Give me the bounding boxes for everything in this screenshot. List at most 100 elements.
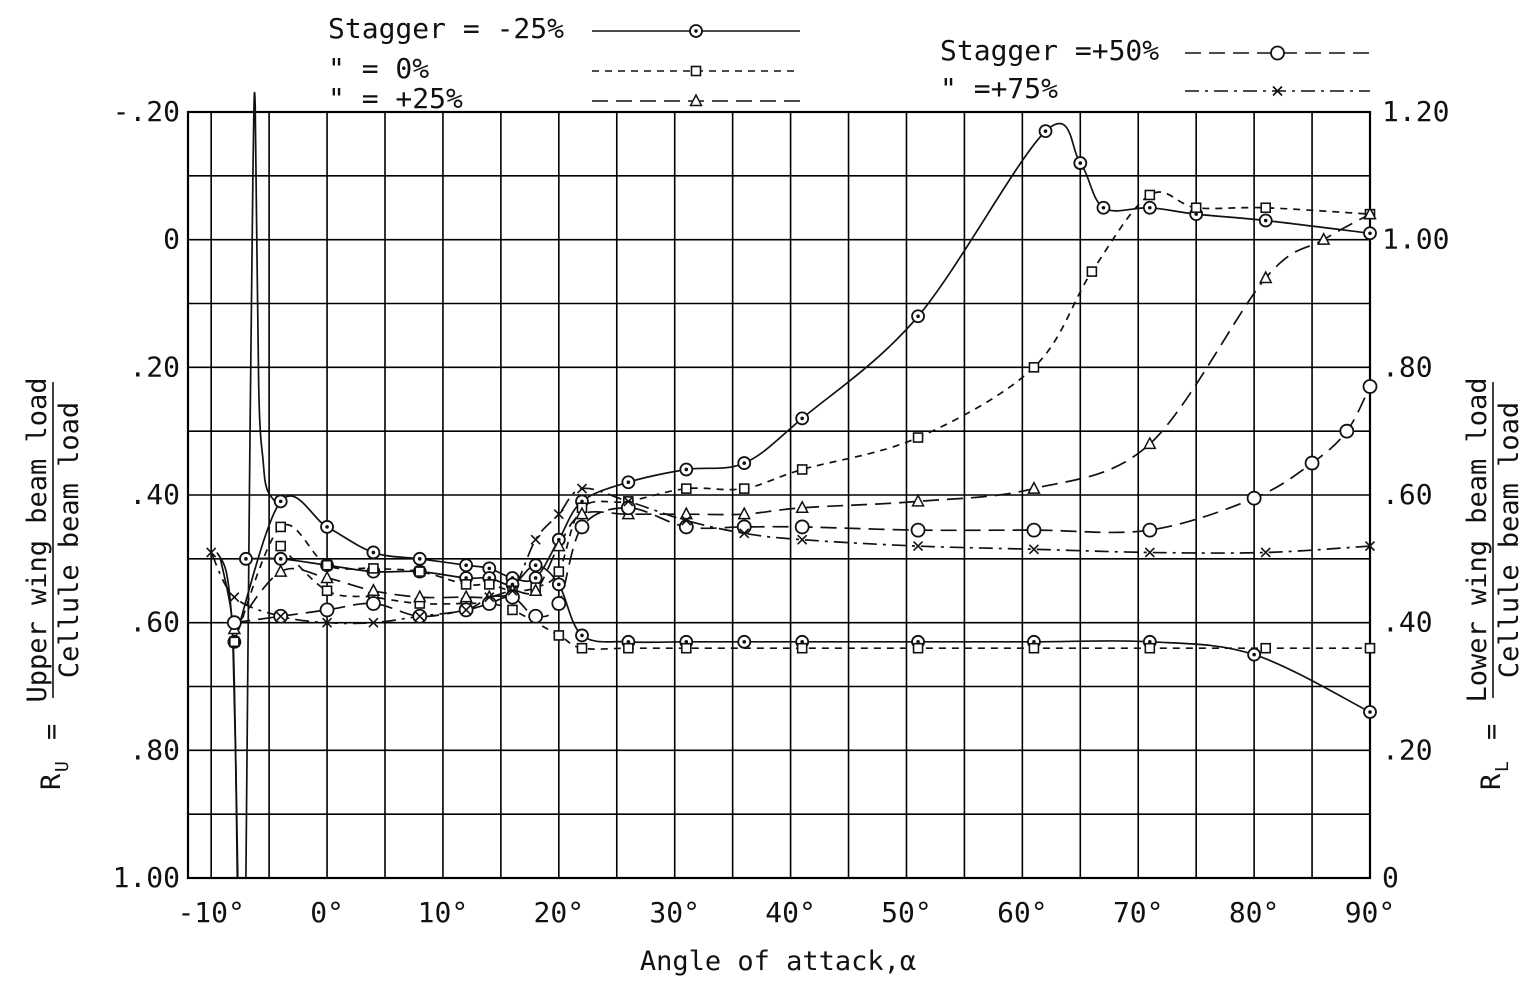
data-point-x	[206, 547, 217, 558]
data-point-ring	[736, 519, 752, 535]
data-point-square	[1260, 202, 1272, 214]
data-point	[273, 551, 288, 566]
data-point	[1028, 544, 1040, 555]
data-point	[461, 604, 472, 615]
left-y-tick-label: 1.00	[113, 861, 180, 894]
data-point-triangle	[1258, 270, 1273, 284]
data-point	[680, 483, 692, 494]
data-point-triangle	[459, 589, 473, 603]
data-point-square	[1364, 642, 1376, 654]
data-point-dot	[464, 576, 468, 580]
data-point	[206, 547, 217, 558]
data-point-ring	[551, 596, 567, 611]
data-point	[1272, 85, 1283, 97]
data-point	[739, 528, 750, 539]
data-point	[737, 456, 752, 470]
right-y-axis-ticks: 1.20 1.00 .80 .60 .40 .20 0	[1382, 95, 1449, 894]
data-point-square	[460, 579, 472, 590]
data-markers	[206, 124, 1378, 719]
data-point-dot	[1148, 640, 1152, 644]
data-point	[620, 500, 636, 516]
series-line	[216, 552, 239, 879]
data-point	[319, 602, 335, 618]
left-y-tick-label: .40	[129, 478, 180, 511]
data-point-dot	[533, 563, 538, 568]
data-point	[689, 93, 703, 107]
x-tick-label: 20°	[534, 896, 585, 929]
data-point	[1316, 232, 1331, 245]
data-point	[275, 611, 286, 622]
data-point-dot	[1368, 710, 1372, 714]
data-point	[680, 642, 692, 654]
right-y-tick-label: 1.00	[1382, 223, 1449, 256]
grid	[186, 110, 1372, 880]
data-point	[460, 579, 472, 590]
x-tick-label: 30°	[649, 896, 700, 929]
data-point	[459, 558, 474, 573]
data-point-square	[1144, 189, 1156, 201]
data-point-x	[553, 509, 564, 520]
data-point	[229, 592, 240, 603]
data-point-dot	[626, 480, 631, 485]
left-y-axis-title: R U = Upper wing beam load Cellule beam …	[22, 377, 85, 790]
data-point	[273, 494, 288, 509]
data-point	[621, 475, 636, 490]
right-y-denominator: Cellule beam load	[1494, 402, 1525, 678]
data-point-dot	[1368, 231, 1372, 236]
data-point	[1144, 547, 1155, 558]
data-point-triangle	[273, 563, 288, 577]
left-y-denominator: Cellule beam load	[54, 402, 85, 678]
data-point	[481, 596, 497, 611]
data-point-x	[1272, 85, 1283, 97]
x-tick-label: 90°	[1345, 896, 1396, 929]
data-point	[1028, 362, 1040, 373]
left-y-tick-label: -.20	[113, 95, 180, 128]
data-point	[1339, 423, 1355, 439]
data-point	[737, 506, 751, 520]
data-point	[1096, 200, 1111, 215]
data-point	[275, 540, 287, 552]
data-point	[737, 634, 752, 649]
data-point	[366, 545, 381, 560]
data-point-ring	[910, 522, 926, 538]
data-point	[321, 559, 333, 571]
data-point	[321, 617, 333, 628]
data-point-dot	[694, 29, 698, 33]
data-point	[414, 566, 426, 577]
data-point	[1362, 379, 1378, 394]
data-point	[1304, 455, 1320, 471]
data-point	[736, 519, 752, 535]
data-point-ring	[505, 589, 520, 605]
data-point	[1260, 547, 1271, 558]
data-point-x	[797, 534, 808, 545]
data-point	[551, 577, 566, 592]
data-point	[1142, 200, 1157, 215]
data-point-ring	[1304, 455, 1320, 471]
x-axis-ticks: -10° 0° 10° 20° 30° 40° 50° 60° 70° 80° 90°	[177, 896, 1395, 929]
data-point	[229, 636, 240, 648]
data-point	[679, 462, 694, 477]
data-point-triangle	[366, 583, 381, 596]
data-point	[796, 642, 808, 654]
data-point-triangle	[528, 583, 543, 596]
data-point-ring	[1339, 423, 1355, 439]
data-point-dot	[325, 525, 329, 529]
left-y-subscript: U	[52, 761, 73, 772]
series-line	[245, 91, 276, 879]
data-point-dot	[1043, 129, 1048, 133]
data-point	[1027, 481, 1041, 494]
data-point-ring	[620, 500, 636, 516]
data-point	[689, 24, 703, 38]
data-point-ring	[319, 602, 335, 618]
data-point	[551, 596, 567, 611]
data-point-triangle	[552, 538, 566, 552]
data-point	[912, 541, 924, 552]
data-point-square	[553, 566, 565, 577]
data-point-triangle	[1143, 436, 1157, 450]
data-point-dot	[742, 640, 747, 644]
data-point-dot	[742, 461, 747, 465]
data-point	[320, 570, 334, 584]
legend-label: " =+75%	[940, 72, 1058, 105]
legend-label: " = +25%	[328, 82, 463, 115]
